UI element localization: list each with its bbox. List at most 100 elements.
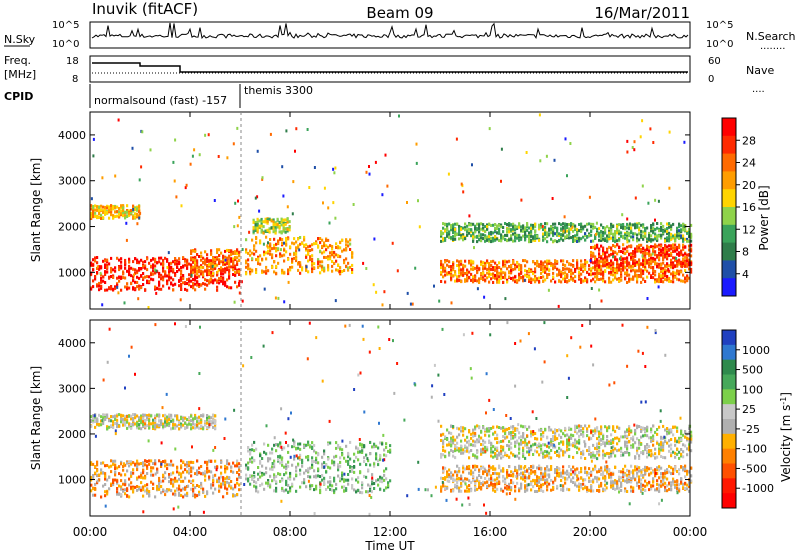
heatmap-cell: [150, 273, 153, 277]
heatmap-cell: [214, 278, 217, 282]
heatmap-cell: [628, 231, 631, 235]
heatmap-cell: [194, 416, 197, 420]
heatmap-cell: [315, 456, 318, 460]
heatmap-cell: [678, 243, 681, 247]
heatmap-cell: [468, 223, 471, 227]
heatmap-cell: [632, 223, 635, 227]
heatmap-cell: [568, 223, 571, 226]
heatmap-cell: [126, 210, 129, 214]
heatmap-cell: [620, 263, 623, 267]
heatmap-cell: [666, 255, 669, 258]
heatmap-cell: [192, 286, 195, 290]
heatmap-cell: [664, 268, 667, 272]
heatmap-cell: [232, 470, 235, 474]
heatmap-cell: [668, 231, 671, 235]
heatmap-cell: [349, 469, 352, 473]
heatmap-cell: [371, 478, 374, 482]
heatmap-cell: [590, 239, 593, 243]
heatmap-cell: [128, 264, 131, 268]
heatmap-cell: [381, 442, 384, 446]
heatmap-cell: [510, 277, 513, 280]
heatmap-cell: [120, 479, 123, 483]
heatmap-cell: [648, 234, 651, 237]
heatmap-cell: [440, 489, 443, 493]
heatmap-cell: [646, 259, 649, 263]
heatmap-cell: [226, 462, 229, 466]
heatmap-cell: [190, 419, 193, 423]
heatmap-cell: [335, 259, 338, 263]
heatmap-cell: [120, 473, 123, 477]
heatmap-cell: [146, 488, 149, 492]
heatmap-cell: [150, 469, 153, 473]
heatmap-cell: [371, 473, 374, 477]
heatmap-cell: [138, 287, 141, 291]
heatmap-cell: [172, 484, 175, 488]
heatmap-cell: [686, 262, 689, 266]
heatmap-cell: [303, 235, 306, 239]
heatmap-cell: [610, 252, 613, 256]
heatmap-cell: [212, 279, 215, 283]
heatmap-cell: [94, 465, 97, 468]
heatmap-cell: [112, 276, 115, 279]
heatmap-cell: [192, 461, 195, 464]
heatmap-cell: [628, 279, 631, 283]
heatmap-cell: [592, 253, 595, 257]
heatmap-cell: [554, 239, 557, 243]
heatmap-scatter-cell: [520, 198, 523, 202]
heatmap-cell: [518, 267, 521, 271]
heatmap-cell: [260, 222, 263, 226]
heatmap-cell: [142, 464, 145, 468]
heatmap-cell: [329, 441, 332, 445]
heatmap-cell: [323, 482, 326, 485]
heatmap-cell: [118, 424, 121, 428]
heatmap-cell: [108, 425, 111, 429]
heatmap-cell: [341, 448, 344, 452]
heatmap-cell: [136, 205, 139, 209]
heatmap-cell: [196, 266, 199, 270]
heatmap-cell: [311, 248, 314, 252]
heatmap-cell: [321, 251, 324, 255]
heatmap-cell: [688, 253, 691, 257]
heatmap-cell: [504, 260, 507, 264]
heatmap-cell: [349, 465, 352, 469]
heatmap-cell: [264, 230, 267, 233]
heatmap-cell: [146, 460, 149, 463]
heatmap-cell: [293, 252, 296, 256]
heatmap-cell: [682, 279, 685, 283]
heatmap-cell: [650, 234, 653, 238]
heatmap-cell: [190, 285, 193, 289]
heatmap-cell: [660, 234, 663, 238]
heatmap-cell: [530, 238, 533, 242]
heatmap-cell: [284, 222, 287, 226]
heatmap-cell: [265, 251, 268, 255]
heatmap-cell: [224, 280, 227, 284]
heatmap-cell: [168, 480, 171, 484]
heatmap-cell: [164, 493, 167, 497]
heatmap-cell: [498, 231, 501, 235]
heatmap-cell: [265, 271, 268, 275]
heatmap-scatter-cell: [117, 118, 120, 122]
heatmap-cell: [152, 418, 155, 422]
heatmap-cell: [492, 231, 495, 235]
heatmap-cell: [486, 267, 489, 271]
heatmap-cell: [104, 483, 107, 486]
heatmap-cell: [220, 471, 223, 475]
heatmap-cell: [216, 480, 219, 484]
heatmap-cell: [468, 231, 471, 235]
heatmap-cell: [184, 493, 187, 497]
heatmap-cell: [486, 276, 489, 280]
heatmap-cell: [534, 280, 537, 284]
heatmap-cell: [218, 281, 221, 285]
heatmap-scatter-cell: [248, 230, 251, 234]
heatmap-cell: [486, 227, 489, 230]
heatmap-cell: [552, 233, 555, 237]
heatmap-scatter-cell: [462, 190, 465, 194]
heatmap-cell: [190, 252, 193, 255]
heatmap-cell: [251, 251, 254, 255]
heatmap-cell: [538, 223, 541, 227]
heatmap-cell: [168, 266, 171, 270]
heatmap-cell: [676, 245, 679, 249]
heatmap-cell: [184, 263, 187, 267]
heatmap-cell: [230, 257, 233, 261]
heatmap-cell: [90, 462, 93, 466]
